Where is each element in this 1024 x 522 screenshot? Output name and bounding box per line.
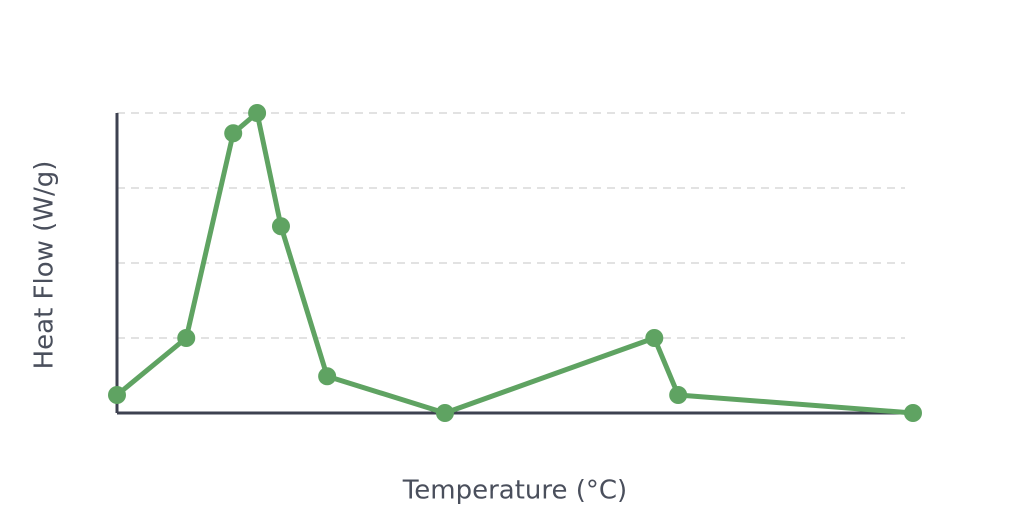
point (177, 329, 196, 347)
point (318, 367, 337, 386)
point (904, 404, 922, 422)
point (669, 386, 688, 404)
point (271, 217, 290, 236)
point (248, 104, 267, 122)
x-axis-label: Temperature (°C) (402, 476, 627, 506)
point (645, 329, 664, 347)
line (115, 110, 914, 416)
point (435, 404, 454, 422)
point (224, 124, 243, 143)
point (108, 386, 126, 404)
y-axis-label: Heat Flow (W/g) (30, 161, 60, 370)
